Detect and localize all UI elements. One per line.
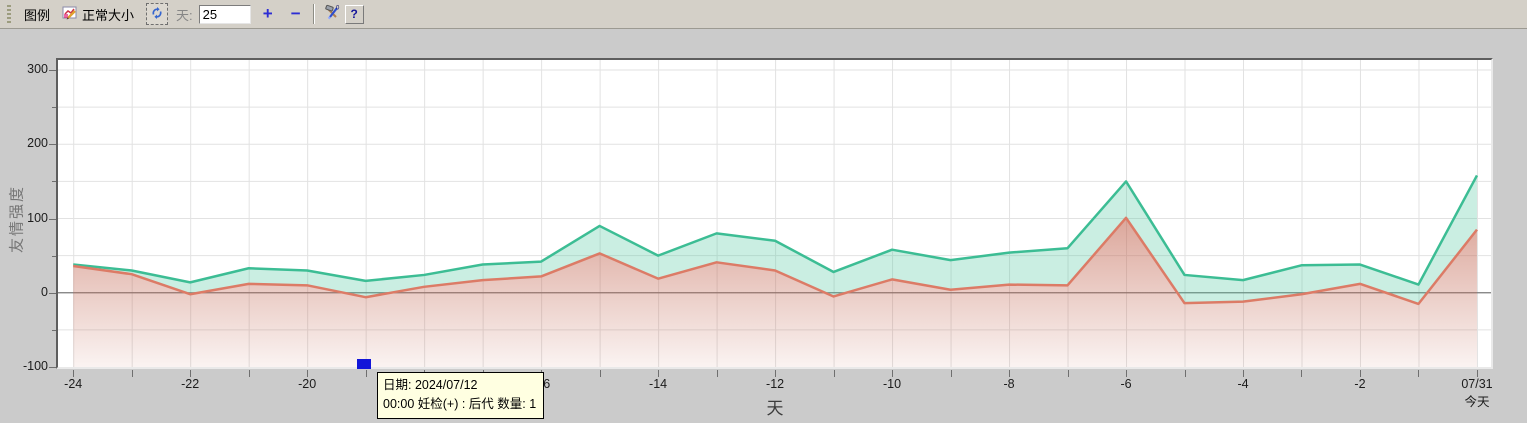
y-tick-label: 200 [27,136,48,151]
x-tick-label: -6 [1120,377,1132,391]
x-tick-mark [775,370,777,377]
plot-area[interactable] [56,58,1493,369]
x-tick-mark [131,370,133,377]
x-tick-mark [1184,370,1186,377]
x-tick-mark [190,370,192,377]
x-tick-mark [599,370,601,377]
y-minor-tick-mark [52,255,56,257]
normal-size-label: 正常大小 [82,7,135,23]
y-tick-mark [49,292,56,294]
y-tick-label: 300 [27,62,48,77]
toolbar-grip[interactable] [7,5,11,23]
y-tick-label: 0 [41,284,48,299]
zoom-in-button[interactable]: + [257,2,279,26]
toolbar-separator [312,4,315,24]
y-minor-tick-mark [52,329,56,331]
chart-region: 友情强度 天 日期: 2024/07/12 00:00 妊检(+) : 后代 数… [0,29,1527,423]
x-tick-label: -20 [298,377,317,391]
event-marker[interactable] [357,359,371,369]
x-tick-mark [1067,370,1069,377]
days-label: 天: [176,7,193,23]
y-tick-label: 100 [27,210,48,225]
today-label: 今天 [1464,395,1490,409]
x-tick-mark [1243,370,1244,377]
x-tick-label: 07/31 今天 [1455,377,1499,410]
x-tick-mark [1009,370,1011,377]
x-tick-mark [365,370,367,377]
x-tick-mark [1418,370,1420,377]
x-tick-mark [658,370,660,377]
x-tick-label: -22 [181,377,200,391]
tools-button[interactable]: 0 [321,2,345,26]
lower-series-line [73,216,1478,306]
x-tick-mark [1301,370,1303,377]
x-tick-mark [1126,370,1128,377]
x-tick-mark [73,370,75,377]
y-tick-mark [49,144,56,146]
x-tick-label: -14 [649,377,668,391]
x-tick-label: -24 [64,377,83,391]
upper-series-line [73,174,1479,286]
x-axis-title: 天 [766,399,784,418]
x-tick-label: -12 [766,377,785,391]
tooltip-date-line: 日期: 2024/07/12 [383,378,478,392]
chart-tooltip: 日期: 2024/07/12 00:00 妊检(+) : 后代 数量: 1 [377,372,545,419]
y-minor-tick-mark [52,107,56,109]
x-tick-mark [248,370,250,377]
y-tick-mark [49,70,56,72]
x-tick-mark [307,370,309,377]
upper-area-fill [73,175,1477,304]
legend-button[interactable]: 图例 [18,2,56,26]
x-tick-mark [833,370,835,377]
x-tick-label: -10 [883,377,902,391]
zoom-out-button[interactable]: − [285,2,307,26]
y-tick-label: -100 [22,359,48,373]
x-tick-mark [892,370,894,377]
x-tick-label: -8 [1003,377,1015,391]
lower-area-fill [73,217,1477,367]
help-button[interactable]: ? [344,4,364,24]
friendship-chart[interactable] [58,60,1491,367]
toolbar: 图例 正常大小 天: + − [0,0,1527,29]
days-input[interactable] [198,4,251,24]
auto-refresh-toggle[interactable] [146,3,169,25]
x-tick-label: -2 [1354,377,1366,391]
x-tick-label: -4 [1237,377,1249,391]
x-tick-mark [716,370,718,377]
y-minor-tick-mark [52,181,56,183]
svg-text:0: 0 [336,6,340,12]
y-tick-mark [49,218,56,220]
x-tick-mark [1476,370,1478,377]
x-tick-mark [1359,370,1361,377]
tooltip-event-line: 00:00 妊检(+) : 后代 数量: 1 [383,397,537,411]
refresh-icon [150,6,164,23]
normal-size-button[interactable]: 正常大小 [56,2,140,26]
y-tick-mark [49,367,56,368]
x-tick-mark [950,370,952,377]
tools-icon: 0 [324,4,341,24]
chart-edit-icon [62,5,78,24]
